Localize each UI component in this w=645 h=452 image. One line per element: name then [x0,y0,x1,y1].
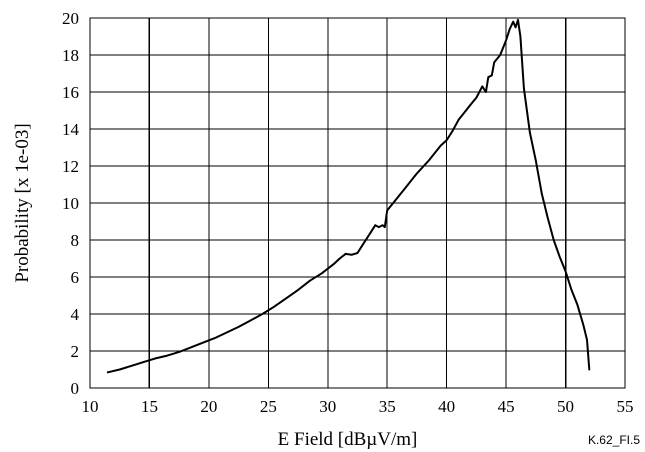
y-tick-label: 10 [62,194,79,213]
x-tick-label: 10 [82,397,99,416]
y-tick-label: 20 [62,9,79,28]
y-tick-label: 14 [62,120,80,139]
x-tick-label: 15 [141,397,158,416]
y-tick-label: 18 [62,46,79,65]
x-tick-label: 30 [319,397,336,416]
x-tick-label: 45 [498,397,515,416]
x-axis-tick-labels: 10 15 20 25 30 35 40 45 50 55 [82,397,634,416]
series-line [106,18,591,374]
x-tick-label: 25 [260,397,277,416]
y-axis-title: Probability [x 1e-03] [12,123,33,282]
x-tick-label: 40 [438,397,455,416]
y-tick-label: 2 [71,342,80,361]
y-tick-label: 6 [71,268,80,287]
y-tick-label: 8 [71,231,80,250]
y-tick-label: 12 [62,157,79,176]
y-tick-label: 16 [62,83,79,102]
y-tick-label: 4 [71,305,80,324]
x-tick-label: 35 [379,397,396,416]
x-tick-label: 50 [557,397,574,416]
x-tick-label: 20 [200,397,217,416]
plot-frame [89,17,626,389]
x-tick-label: 55 [617,397,634,416]
figure-id-label: K.62_FI.5 [588,433,640,447]
y-axis-tick-labels: 0 2 4 6 8 10 12 14 16 18 20 [62,9,80,398]
x-axis-title: E Field [dBµV/m] [278,429,418,450]
y-tick-label: 0 [71,379,80,398]
